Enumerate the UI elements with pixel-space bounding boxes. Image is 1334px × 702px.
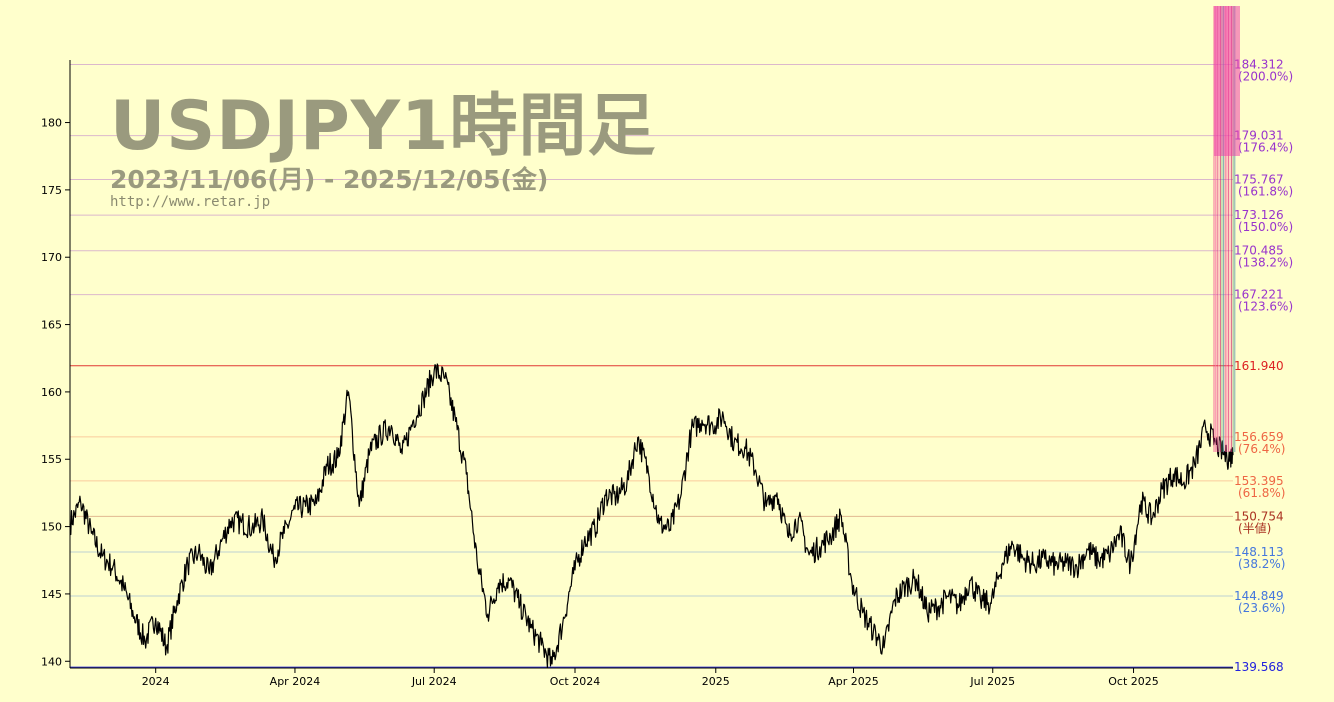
- level-value: 179.031: [1234, 129, 1284, 143]
- y-tick-label: 170: [41, 251, 62, 264]
- y-tick-label: 140: [41, 655, 62, 668]
- x-tick-label: 2025: [702, 675, 730, 688]
- y-tick-label: 180: [41, 117, 62, 130]
- chart-subtitle: 2023/11/06(月) - 2025/12/05(金): [110, 165, 549, 194]
- y-tick-label: 175: [41, 184, 62, 197]
- level-value: 139.568: [1234, 660, 1284, 674]
- level-value: 148.113: [1234, 545, 1284, 559]
- y-tick-label: 155: [41, 453, 62, 466]
- chart-title: USDJPY1時間足: [110, 87, 657, 166]
- level-value: 153.395: [1234, 474, 1284, 488]
- x-tick-label: Apr 2025: [828, 675, 879, 688]
- x-tick-label: Oct 2024: [550, 675, 601, 688]
- x-tick-label: Jul 2025: [969, 675, 1015, 688]
- x-tick-label: Oct 2025: [1108, 675, 1159, 688]
- level-value: 150.754: [1234, 509, 1284, 523]
- level-note: (23.6%): [1238, 601, 1285, 615]
- price-line: [69, 363, 1234, 669]
- x-tick-label: Apr 2024: [270, 675, 321, 688]
- level-value: 161.940: [1234, 359, 1284, 373]
- level-strip-header: [1214, 6, 1240, 156]
- level-note: (123.6%): [1238, 300, 1293, 314]
- level-note: (161.8%): [1238, 185, 1293, 199]
- level-value: 156.659: [1234, 430, 1284, 444]
- level-note: (176.4%): [1238, 141, 1293, 155]
- level-note: (200.0%): [1238, 69, 1293, 83]
- level-note: (138.2%): [1238, 256, 1293, 270]
- level-value: 184.312: [1234, 57, 1284, 71]
- level-note: (38.2%): [1238, 557, 1285, 571]
- level-value: 170.485: [1234, 244, 1284, 258]
- level-value: 175.767: [1234, 173, 1284, 187]
- level-note: (150.0%): [1238, 220, 1293, 234]
- level-value: 167.221: [1234, 288, 1284, 302]
- site-url: http://www.retar.jp: [110, 194, 271, 210]
- x-tick-label: 2024: [142, 675, 170, 688]
- level-note: (半値): [1238, 520, 1271, 535]
- level-note: (76.4%): [1238, 442, 1285, 456]
- y-tick-label: 145: [41, 588, 62, 601]
- y-tick-label: 150: [41, 521, 62, 534]
- level-value: 144.849: [1234, 589, 1284, 603]
- x-tick-label: Jul 2024: [411, 675, 457, 688]
- level-note: (61.8%): [1238, 486, 1285, 500]
- y-tick-label: 160: [41, 386, 62, 399]
- level-value: 173.126: [1234, 208, 1284, 222]
- y-tick-label: 165: [41, 319, 62, 332]
